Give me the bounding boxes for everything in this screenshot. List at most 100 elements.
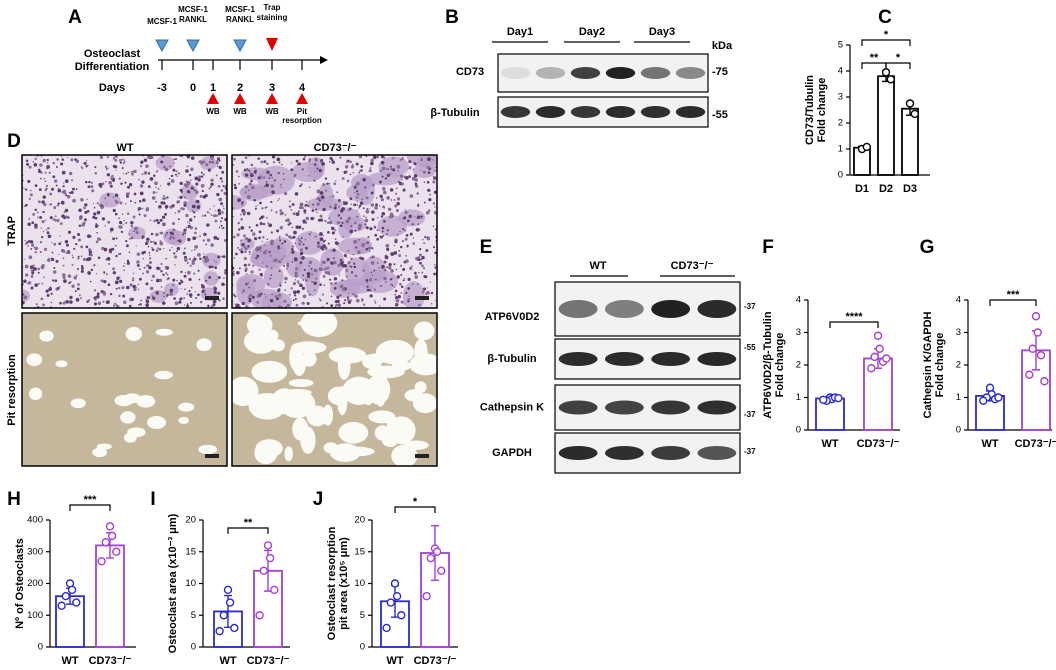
cell xyxy=(258,246,262,250)
cell xyxy=(247,238,251,243)
cell xyxy=(286,218,290,222)
cell xyxy=(299,283,303,288)
cell xyxy=(167,182,171,186)
cell xyxy=(111,174,114,178)
cell xyxy=(407,277,411,281)
cell xyxy=(403,278,406,280)
micrograph xyxy=(232,155,437,308)
cell xyxy=(394,293,397,296)
label: -55 xyxy=(744,343,756,352)
cell xyxy=(59,286,61,288)
cell xyxy=(50,301,53,304)
cell xyxy=(255,247,259,252)
cell xyxy=(292,212,296,216)
cell xyxy=(89,280,92,283)
cell xyxy=(83,161,87,166)
pit xyxy=(284,446,294,462)
pit xyxy=(323,442,339,454)
cell xyxy=(140,160,144,164)
cell xyxy=(172,228,176,232)
cell xyxy=(37,282,40,285)
data-point xyxy=(1036,351,1046,360)
cell xyxy=(94,216,98,220)
cell xyxy=(393,251,398,255)
cell xyxy=(308,293,311,296)
label: Day1 xyxy=(507,26,533,38)
cell xyxy=(408,175,411,178)
cell xyxy=(262,262,264,264)
micrograph xyxy=(22,313,227,466)
cell xyxy=(258,236,261,240)
cell xyxy=(232,235,236,239)
cell xyxy=(184,255,187,259)
cell xyxy=(427,212,429,214)
pit xyxy=(338,421,369,444)
data-point xyxy=(882,354,891,363)
cell xyxy=(233,257,236,259)
cell xyxy=(353,221,357,225)
cell xyxy=(187,270,191,275)
cell xyxy=(300,261,303,264)
cell xyxy=(193,256,195,258)
cell xyxy=(419,258,423,261)
cell xyxy=(67,249,70,252)
cell xyxy=(82,257,87,262)
cell xyxy=(136,263,140,267)
cell xyxy=(323,267,327,271)
cell xyxy=(354,229,357,232)
cell xyxy=(247,245,250,248)
cell xyxy=(357,226,361,231)
cell xyxy=(258,217,262,220)
cell xyxy=(328,161,331,163)
osteoclast xyxy=(232,195,247,210)
cell xyxy=(302,207,305,210)
cell xyxy=(430,291,434,295)
cell xyxy=(403,188,406,190)
cell xyxy=(48,204,51,206)
cell xyxy=(62,264,65,267)
cell xyxy=(326,266,330,270)
cell xyxy=(63,211,66,213)
cell xyxy=(384,255,389,260)
pit xyxy=(388,417,409,439)
blot-row xyxy=(497,53,709,93)
pit xyxy=(178,416,190,424)
label: 0 xyxy=(956,425,961,436)
cell xyxy=(85,165,88,168)
cell xyxy=(147,172,151,175)
cell xyxy=(136,252,141,256)
label: Trap xyxy=(264,3,281,12)
cell xyxy=(93,206,96,209)
cell xyxy=(303,268,306,271)
cell xyxy=(299,184,302,188)
cell xyxy=(236,233,240,237)
cell xyxy=(412,242,416,245)
cell xyxy=(232,216,235,218)
data-point xyxy=(1040,377,1049,386)
data-point xyxy=(819,395,828,404)
cell xyxy=(184,272,187,274)
label: A xyxy=(68,7,82,28)
cell xyxy=(422,238,424,241)
cell xyxy=(421,264,424,268)
data-point xyxy=(870,352,879,362)
label: 2 xyxy=(237,82,243,94)
cell xyxy=(174,173,178,176)
cell xyxy=(30,286,34,290)
cell xyxy=(150,156,154,159)
cell xyxy=(245,282,248,286)
cell xyxy=(417,258,421,262)
cell xyxy=(69,280,72,284)
cell xyxy=(411,223,414,226)
cell xyxy=(433,211,437,215)
cell xyxy=(364,223,366,226)
cell xyxy=(248,189,250,191)
cell xyxy=(41,219,45,224)
cell xyxy=(49,203,53,206)
cell xyxy=(31,243,34,245)
cell xyxy=(183,196,186,199)
label: 10 xyxy=(354,578,365,589)
cell xyxy=(155,218,159,222)
cell xyxy=(87,185,91,189)
cell xyxy=(367,242,369,245)
